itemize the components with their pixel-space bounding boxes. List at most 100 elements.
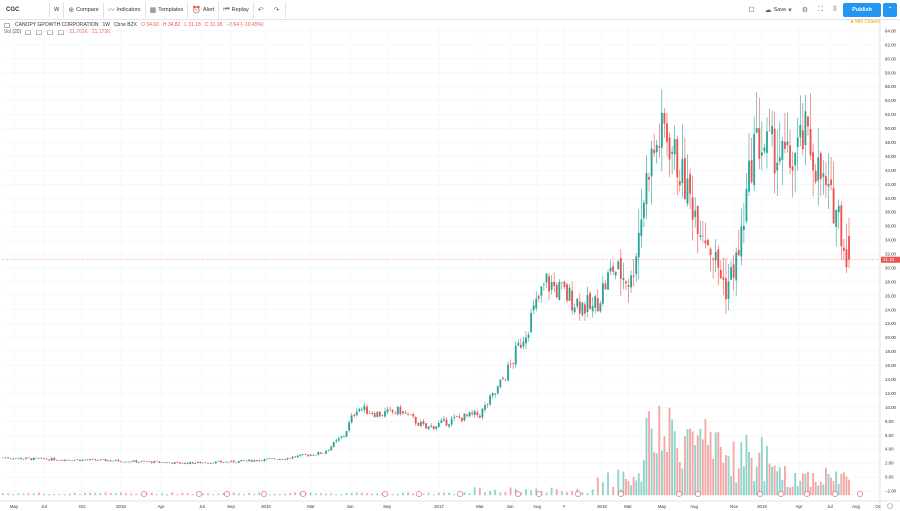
fullscreen-button[interactable]: ⛶ <box>814 2 829 18</box>
price-axis-label: 18.00 <box>885 349 897 354</box>
price-axis-label: 54.00 <box>885 98 897 103</box>
candle-body <box>440 420 443 423</box>
candle-body <box>563 281 566 288</box>
candle-body <box>150 461 153 463</box>
price-axis-label: 12.00 <box>885 391 897 396</box>
price-axis-label: 28.00 <box>885 279 897 284</box>
candle-body <box>86 459 89 461</box>
legend-toggle-icon[interactable] <box>4 23 10 28</box>
templates-button[interactable]: ▦ Templates <box>146 1 189 18</box>
price-axis-label: 62.00 <box>885 42 897 47</box>
volume-bar <box>722 462 725 496</box>
undo-button[interactable]: ↶ <box>254 2 270 18</box>
eye-icon[interactable] <box>25 30 32 35</box>
close-icon[interactable] <box>47 30 54 35</box>
legend-open: O 34.60 <box>141 22 159 28</box>
candle-body <box>14 458 17 459</box>
candle-body <box>27 457 30 459</box>
volume-bar <box>32 493 35 496</box>
candle-body <box>281 459 284 460</box>
save-button[interactable]: ☁ Save ▾ <box>761 2 798 18</box>
last-price-tag <box>881 256 900 263</box>
indicators-label: Indicators <box>116 6 141 13</box>
publish-button[interactable]: Publish <box>843 3 881 17</box>
volume-bar <box>109 493 112 496</box>
compare-button[interactable]: ⊕ Compare <box>64 1 104 18</box>
candle-body <box>120 461 122 462</box>
volume-bar <box>432 494 435 496</box>
candle-body <box>391 409 394 412</box>
candle-body <box>453 416 456 419</box>
alert-label: Alert <box>202 6 215 13</box>
symbol-search[interactable]: CGC <box>4 1 50 18</box>
candle-body <box>378 411 381 417</box>
volume-bar <box>671 419 674 496</box>
settings-icon[interactable] <box>36 30 43 35</box>
candle-body <box>617 261 620 270</box>
candle-body <box>294 456 297 458</box>
candle-body <box>363 405 366 411</box>
volume-bar <box>760 437 763 496</box>
candle-body <box>337 438 340 441</box>
candle-body <box>248 459 251 462</box>
legend-exchange[interactable]: Cboe BZX <box>113 22 138 28</box>
replay-button[interactable]: ⏮ Replay <box>219 1 254 18</box>
volume-bar <box>694 445 697 496</box>
volume-bar <box>635 480 638 496</box>
volume-bar <box>691 431 694 496</box>
candle-body <box>455 416 458 417</box>
snapshot-button[interactable]: ⌷ <box>829 2 843 18</box>
candle-body <box>20 457 22 460</box>
candle-body <box>499 379 502 387</box>
candle-body <box>742 226 745 231</box>
candle-body <box>671 151 674 154</box>
volume-bar <box>607 472 609 496</box>
candle-body <box>178 462 181 464</box>
volume-bar <box>99 493 102 496</box>
time-axis-label: Aug <box>533 504 541 509</box>
candle-body <box>289 457 292 459</box>
redo-button[interactable]: ↷ <box>270 1 287 18</box>
event-marker <box>515 491 521 497</box>
volume-bar <box>186 493 189 496</box>
price-axis-label: 52.00 <box>885 112 897 117</box>
price-chart[interactable]: 64.00 62.00 60.00 58.00 56.00 54.00 52.00 50.00… <box>0 20 900 511</box>
candle-body <box>614 271 617 276</box>
price-axis-label: 8.00 <box>885 419 894 424</box>
volume-indicator-label[interactable]: Vol (20) <box>4 29 22 35</box>
candle-body <box>663 112 666 124</box>
candle-body <box>589 293 591 309</box>
indicators-button[interactable]: 〰 Indicators <box>104 1 146 18</box>
event-marker <box>676 491 682 497</box>
volume-bar <box>814 481 817 496</box>
publish-menu-button[interactable]: ⌃ <box>883 3 897 17</box>
candle-body <box>199 461 202 464</box>
plus-circle-icon: ⊕ <box>68 6 75 14</box>
volume-bar <box>766 445 768 496</box>
event-marker <box>857 491 863 497</box>
candle-body <box>425 423 427 429</box>
volume-bar <box>789 487 791 496</box>
candle-body <box>604 283 607 290</box>
candle-body <box>776 162 779 171</box>
more-icon[interactable] <box>58 30 65 35</box>
legend-close: C 31.18 <box>204 22 223 28</box>
event-marker <box>141 491 147 497</box>
candle-body <box>822 173 825 177</box>
volume-bar <box>217 493 220 496</box>
time-axis-label: May <box>10 504 19 509</box>
interval-button[interactable]: W <box>50 1 65 18</box>
legend-volume-row: Vol (20) 21.769K 21.179K <box>4 29 264 36</box>
time-axis-label: Mar <box>624 504 632 509</box>
event-marker <box>196 491 202 497</box>
layout-button[interactable]: ☐ <box>744 2 760 18</box>
settings-button[interactable]: ⚙ <box>798 2 814 18</box>
candle-body <box>127 461 130 463</box>
candle-body <box>689 174 691 194</box>
undo-icon: ↶ <box>257 6 264 14</box>
volume-bar <box>684 436 686 496</box>
candle-body <box>422 421 425 425</box>
alert-button[interactable]: ⏰ Alert <box>188 1 220 18</box>
candle-body <box>691 197 694 220</box>
volume-bar <box>758 452 761 496</box>
